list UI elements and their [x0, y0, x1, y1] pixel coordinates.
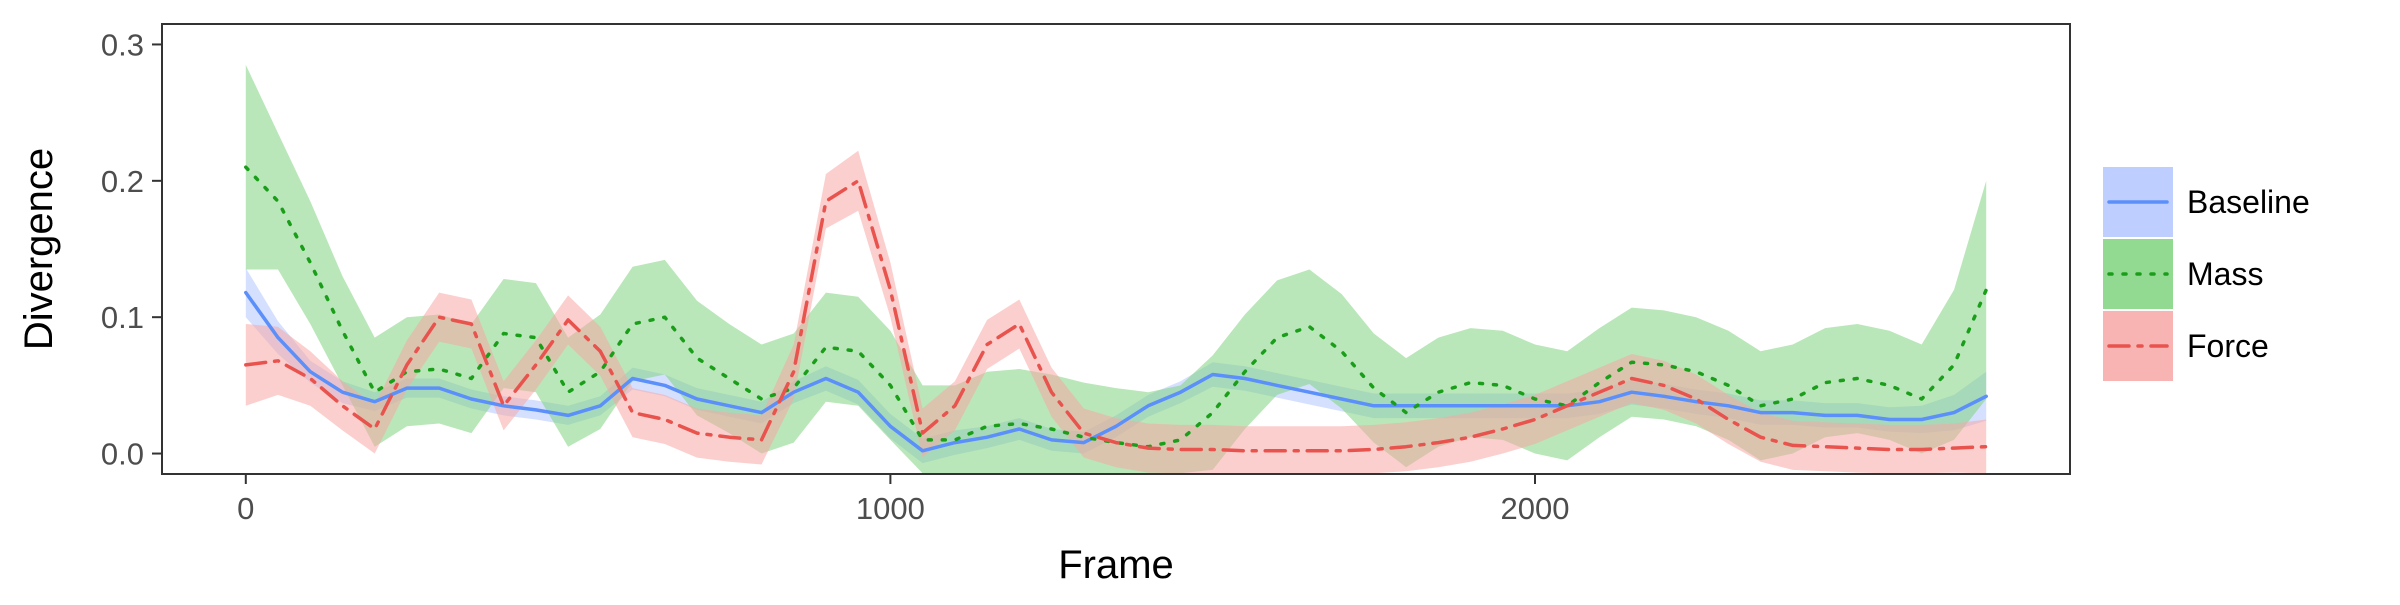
x-tick-label: 2000: [1501, 491, 1570, 526]
band-mass: [245, 64, 1987, 474]
y-tick-label: 0.3: [101, 27, 144, 62]
x-tick-label: 1000: [856, 491, 925, 526]
band-force: [245, 150, 1987, 474]
legend-item-baseline: Baseline: [2103, 167, 2310, 237]
plot-layer: [244, 64, 1988, 474]
x-tick-label: 0: [237, 491, 254, 526]
series-line-baseline: [244, 290, 1988, 453]
series-line-force: [244, 179, 1988, 453]
legend-label: Baseline: [2187, 184, 2310, 220]
x-axis-title: Frame: [1058, 543, 1174, 587]
y-axis-title: Divergence: [17, 148, 61, 350]
y-tick-label: 0.2: [101, 164, 144, 199]
legend: Baseline Mass Force: [2103, 167, 2310, 381]
y-tick-label: 0.1: [101, 300, 144, 335]
legend-item-force: Force: [2103, 311, 2269, 381]
legend-label: Force: [2187, 328, 2269, 364]
legend-item-mass: Mass: [2103, 239, 2263, 309]
plot-panel-border: [161, 23, 2071, 475]
axis-layer: 0 1000 2000 0.0 0.1 0.2 0.3: [101, 27, 1570, 526]
y-tick-label: 0.0: [101, 437, 144, 472]
legend-label: Mass: [2187, 256, 2263, 292]
